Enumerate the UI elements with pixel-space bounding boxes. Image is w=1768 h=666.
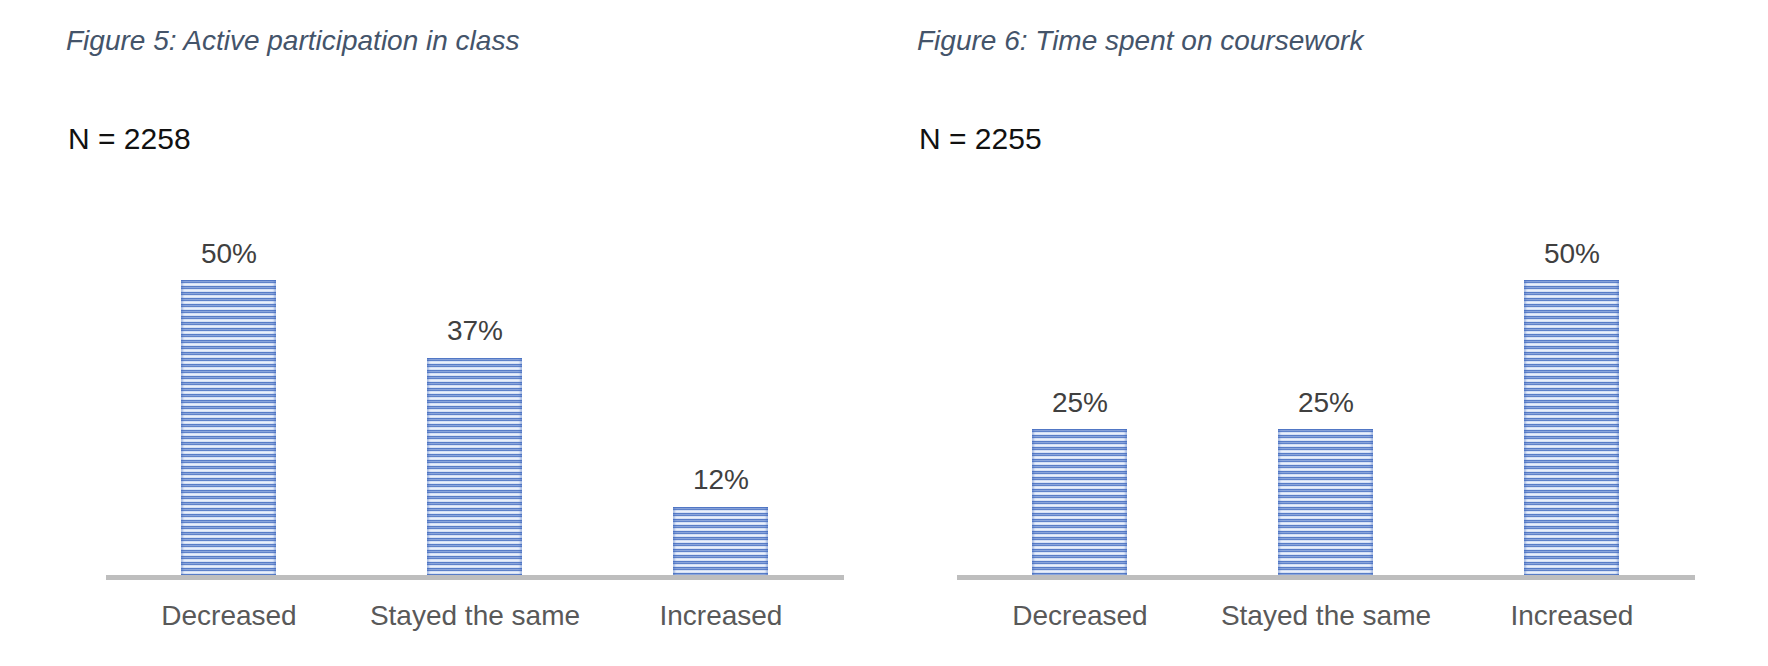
figure-6-chart: Figure 6: Time spent on coursework N = 2… [917, 0, 1707, 666]
value-label: 37% [447, 315, 503, 347]
category-label-increased: Increased [598, 600, 844, 632]
value-label: 25% [1298, 387, 1354, 419]
value-label: 50% [1544, 238, 1600, 270]
bar-stayed-the-same [1278, 429, 1373, 578]
bar-increased [673, 507, 768, 579]
plot-area: 50% 37% 12% [106, 220, 844, 578]
value-label: 25% [1052, 387, 1108, 419]
page-canvas: Figure 5: Active participation in class … [0, 0, 1768, 666]
bar-group-increased: 12% [598, 220, 844, 578]
category-label-increased: Increased [1449, 600, 1695, 632]
bar-decreased [1032, 429, 1127, 578]
x-axis-line [957, 575, 1695, 580]
bar-group-decreased: 25% [957, 220, 1203, 578]
chart-title: Figure 5: Active participation in class [66, 24, 519, 58]
bar-group-stayed-the-same: 25% [1203, 220, 1449, 578]
category-label-decreased: Decreased [957, 600, 1203, 632]
category-labels: Decreased Stayed the same Increased [957, 600, 1695, 632]
chart-title: Figure 6: Time spent on coursework [917, 24, 1363, 58]
bar-group-increased: 50% [1449, 220, 1695, 578]
bar-group-stayed-the-same: 37% [352, 220, 598, 578]
bar-stayed-the-same [427, 358, 522, 579]
bar-increased [1524, 280, 1619, 578]
bar-group-decreased: 50% [106, 220, 352, 578]
figure-5-chart: Figure 5: Active participation in class … [66, 0, 856, 666]
category-labels: Decreased Stayed the same Increased [106, 600, 844, 632]
bar-decreased [181, 280, 276, 578]
value-label: 12% [693, 464, 749, 496]
plot-area: 25% 25% 50% [957, 220, 1695, 578]
category-label-stayed-the-same: Stayed the same [352, 600, 598, 632]
value-label: 50% [201, 238, 257, 270]
category-label-stayed-the-same: Stayed the same [1203, 600, 1449, 632]
category-label-decreased: Decreased [106, 600, 352, 632]
x-axis-line [106, 575, 844, 580]
sample-size-label: N = 2255 [919, 122, 1042, 156]
sample-size-label: N = 2258 [68, 122, 191, 156]
